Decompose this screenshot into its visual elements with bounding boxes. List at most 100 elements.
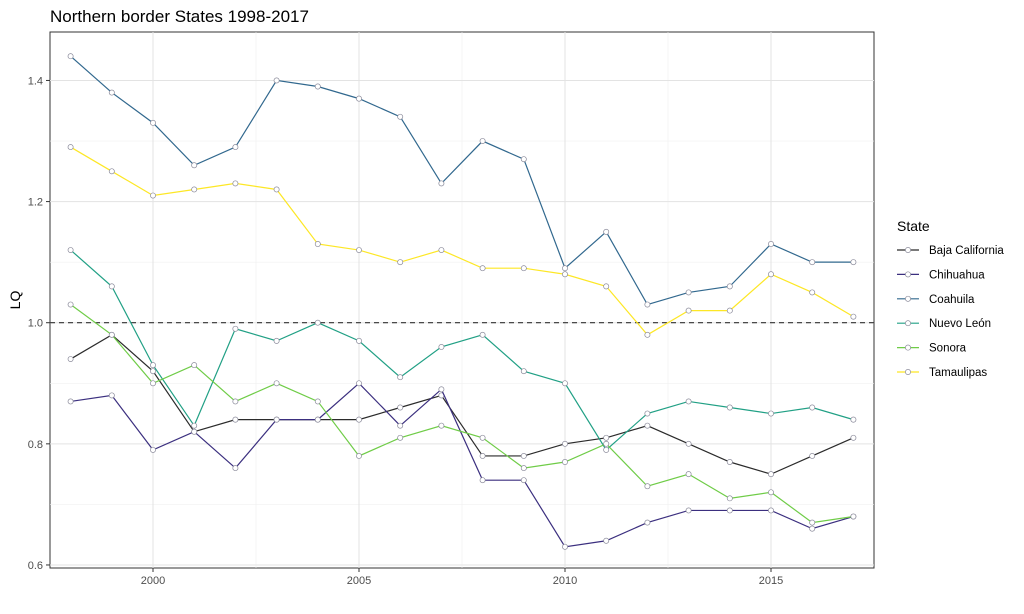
data-point (356, 95, 362, 102)
data-point (108, 89, 115, 96)
y-axis-ticks: 0.6 0.8 1.0 1.2 1.4 (28, 75, 50, 572)
series-sonora (67, 301, 857, 526)
legend-key-point (905, 369, 911, 375)
x-tick-label: 2015 (759, 575, 783, 587)
data-point (150, 368, 156, 375)
data-point (768, 410, 774, 417)
legend-label: Sonora (929, 343, 967, 355)
data-point (850, 416, 857, 423)
data-point (520, 453, 527, 459)
data-point (850, 513, 857, 520)
data-point (726, 459, 733, 465)
series-tamaulipas (67, 144, 857, 338)
data-point (726, 283, 733, 290)
series-coahuila (67, 53, 857, 308)
data-point (644, 422, 651, 429)
data-point (67, 53, 74, 60)
data-point (685, 471, 692, 478)
data-point (356, 337, 362, 344)
data-point (520, 465, 527, 472)
data-point (356, 416, 362, 423)
data-point (520, 265, 527, 272)
legend-key-point (905, 320, 911, 327)
data-point (479, 434, 486, 441)
data-point (685, 398, 692, 405)
data-point (108, 283, 115, 290)
x-axis-ticks: 2000 2005 2010 2015 (141, 568, 783, 587)
series-line (70, 55, 854, 306)
data-point (685, 507, 692, 514)
data-point (438, 247, 445, 253)
legend-key-point (905, 295, 911, 302)
data-point (603, 434, 610, 441)
y-tick-label: 0.6 (28, 560, 43, 572)
y-tick-label: 1.4 (28, 75, 43, 87)
data-point (314, 398, 321, 405)
data-point (768, 241, 774, 247)
series-line (70, 249, 854, 451)
legend-label: Baja California (929, 245, 1004, 257)
data-point (603, 228, 610, 235)
data-point (314, 83, 321, 90)
legend-key-point (905, 271, 911, 278)
data-point (562, 271, 568, 278)
data-point (150, 380, 156, 387)
data-point (67, 398, 74, 405)
y-tick-label: 0.8 (28, 439, 43, 451)
x-tick-label: 2005 (347, 575, 371, 587)
data-point (150, 192, 156, 199)
data-point (644, 331, 651, 338)
data-point (67, 356, 74, 363)
data-point (150, 446, 156, 453)
data-point (232, 416, 239, 423)
data-point (397, 113, 404, 120)
data-point (479, 331, 486, 338)
data-point (520, 368, 527, 375)
data-point (850, 434, 857, 441)
data-point (603, 537, 610, 544)
series-line (70, 146, 854, 336)
data-point (191, 186, 198, 193)
data-point (685, 440, 692, 447)
y-axis-title: LQ (7, 291, 23, 310)
data-point (191, 162, 198, 169)
data-point (67, 301, 74, 308)
legend-key-point (905, 247, 911, 253)
y-tick-label: 1.0 (28, 318, 43, 330)
data-point (273, 416, 280, 423)
chart-title: Northern border States 1998-2017 (50, 7, 309, 26)
legend-item: Chihuahua (897, 269, 985, 281)
data-point (191, 422, 198, 429)
data-point (67, 247, 74, 253)
data-point (479, 453, 486, 459)
data-point (356, 380, 362, 387)
data-point (768, 271, 774, 278)
legend-label: Chihuahua (929, 269, 985, 281)
data-point (438, 422, 445, 429)
legend-title: State (897, 218, 930, 234)
data-point (644, 519, 651, 526)
data-point (232, 398, 239, 405)
data-point (685, 307, 692, 314)
data-point (397, 404, 404, 411)
data-point (768, 489, 774, 496)
data-point (314, 319, 321, 326)
legend-label: Tamaulipas (929, 367, 987, 379)
data-point (520, 477, 527, 484)
data-point (562, 265, 568, 272)
data-point (479, 138, 486, 144)
data-point (520, 156, 527, 163)
data-point (768, 507, 774, 514)
data-point (562, 440, 568, 447)
legend-label: Coahuila (929, 294, 975, 306)
data-point (108, 331, 115, 338)
data-point (809, 404, 816, 411)
data-point (809, 519, 816, 526)
data-point (603, 440, 610, 447)
series-layer (67, 53, 857, 550)
data-point (273, 186, 280, 193)
data-point (726, 495, 733, 502)
data-point (644, 301, 651, 308)
data-point (726, 307, 733, 314)
data-point (314, 241, 321, 247)
